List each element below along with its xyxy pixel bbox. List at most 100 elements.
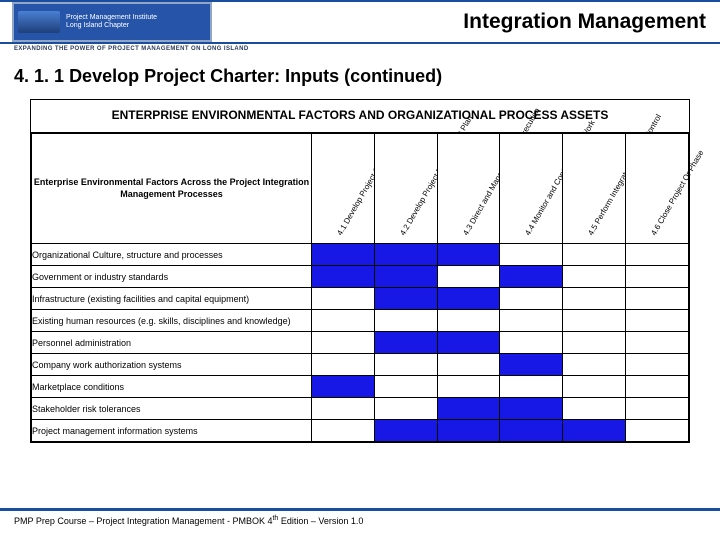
cell-empty <box>626 288 689 310</box>
cell-empty <box>312 310 375 332</box>
section-number: 4. 1. 1 <box>14 66 64 86</box>
logo-line1: Project Management Institute <box>66 14 157 22</box>
col-head-5: 4.6 Close Project Or Phase <box>626 134 689 244</box>
cell-empty <box>437 266 500 288</box>
table-row: Company work authorization systems <box>32 354 689 376</box>
cell-empty <box>437 310 500 332</box>
cell-empty <box>563 244 626 266</box>
row-label: Government or industry standards <box>32 266 312 288</box>
cell-empty <box>374 354 437 376</box>
tagline: EXPANDING THE POWER OF PROJECT MANAGEMEN… <box>0 44 720 52</box>
table-row: Stakeholder risk tolerances <box>32 398 689 420</box>
cell-empty <box>626 354 689 376</box>
cell-empty <box>437 354 500 376</box>
cell-empty <box>374 376 437 398</box>
cell-empty <box>626 266 689 288</box>
cell-empty <box>626 398 689 420</box>
logo-text: Project Management Institute Long Island… <box>66 14 157 29</box>
cell-filled <box>374 332 437 354</box>
cell-empty <box>626 244 689 266</box>
cell-filled <box>437 244 500 266</box>
cell-empty <box>312 398 375 420</box>
cell-filled <box>374 420 437 442</box>
section-heading: 4. 1. 1 Develop Project Charter: Inputs … <box>0 56 720 93</box>
cell-empty <box>312 420 375 442</box>
cell-filled <box>374 244 437 266</box>
row-label: Project management information systems <box>32 420 312 442</box>
cell-empty <box>500 310 563 332</box>
table-row: Personnel administration <box>32 332 689 354</box>
cell-empty <box>500 376 563 398</box>
col-label: 4.6 Close Project Or Phase <box>649 149 705 237</box>
cell-empty <box>500 332 563 354</box>
cell-empty <box>563 398 626 420</box>
cell-empty <box>563 288 626 310</box>
pmi-logo: Project Management Institute Long Island… <box>12 2 212 42</box>
table-row: Government or industry standards <box>32 266 689 288</box>
cell-empty <box>626 376 689 398</box>
cell-empty <box>563 310 626 332</box>
col-head-4: 4.5 Perform Integrated Change Control <box>563 134 626 244</box>
cell-empty <box>312 288 375 310</box>
page-title: Integration Management <box>212 10 720 34</box>
row-label: Personnel administration <box>32 332 312 354</box>
col-head-0: 4.1 Develop Project Charter <box>312 134 375 244</box>
cell-filled <box>312 244 375 266</box>
cell-empty <box>563 376 626 398</box>
cell-empty <box>626 420 689 442</box>
cell-empty <box>374 310 437 332</box>
cell-filled <box>437 398 500 420</box>
table-row: Existing human resources (e.g. skills, d… <box>32 310 689 332</box>
cell-filled <box>437 420 500 442</box>
row-label: Organizational Culture, structure and pr… <box>32 244 312 266</box>
section-suffix: (continued) <box>344 66 442 86</box>
footer-before: PMP Prep Course – Project Integration Ma… <box>14 516 272 526</box>
cell-empty <box>626 310 689 332</box>
logo-line2: Long Island Chapter <box>66 22 157 30</box>
matrix-table: ENTERPRISE ENVIRONMENTAL FACTORS AND ORG… <box>30 99 690 443</box>
row-label: Company work authorization systems <box>32 354 312 376</box>
footer: PMP Prep Course – Project Integration Ma… <box>0 508 720 526</box>
logo-mark-icon <box>18 11 60 33</box>
table-row: Organizational Culture, structure and pr… <box>32 244 689 266</box>
row-label: Infrastructure (existing facilities and … <box>32 288 312 310</box>
column-header-row: Enterprise Environmental Factors Across … <box>32 134 689 244</box>
cell-filled <box>500 354 563 376</box>
table-row: Infrastructure (existing facilities and … <box>32 288 689 310</box>
footer-after: Edition – Version 1.0 <box>278 516 363 526</box>
table-row: Project management information systems <box>32 420 689 442</box>
col-head-3: 4.4 Monitor and Control Project Work <box>500 134 563 244</box>
cell-empty <box>500 288 563 310</box>
col-head-2: 4.3 Direct and Manage Project Execution <box>437 134 500 244</box>
cell-filled <box>374 266 437 288</box>
cell-filled <box>437 288 500 310</box>
matrix-subhead: Enterprise Environmental Factors Across … <box>32 134 312 244</box>
cell-empty <box>563 354 626 376</box>
row-label: Marketplace conditions <box>32 376 312 398</box>
header-bar: Project Management Institute Long Island… <box>0 2 720 44</box>
cell-filled <box>312 266 375 288</box>
row-label: Existing human resources (e.g. skills, d… <box>32 310 312 332</box>
table-row: Marketplace conditions <box>32 376 689 398</box>
cell-filled <box>374 288 437 310</box>
cell-empty <box>312 332 375 354</box>
cell-empty <box>312 354 375 376</box>
header: Project Management Institute Long Island… <box>0 0 720 56</box>
section-title: Develop Project Charter: Inputs <box>69 66 339 86</box>
col-head-1: 4.2 Develop Project Management Plan <box>374 134 437 244</box>
cell-empty <box>626 332 689 354</box>
row-label: Stakeholder risk tolerances <box>32 398 312 420</box>
cell-filled <box>312 376 375 398</box>
cell-empty <box>437 376 500 398</box>
matrix-grid: Enterprise Environmental Factors Across … <box>31 133 689 442</box>
cell-filled <box>437 332 500 354</box>
cell-empty <box>563 266 626 288</box>
cell-filled <box>500 398 563 420</box>
matrix-body: Organizational Culture, structure and pr… <box>32 244 689 442</box>
cell-filled <box>500 420 563 442</box>
cell-empty <box>374 398 437 420</box>
cell-filled <box>563 420 626 442</box>
cell-empty <box>563 332 626 354</box>
cell-filled <box>500 266 563 288</box>
cell-empty <box>500 244 563 266</box>
